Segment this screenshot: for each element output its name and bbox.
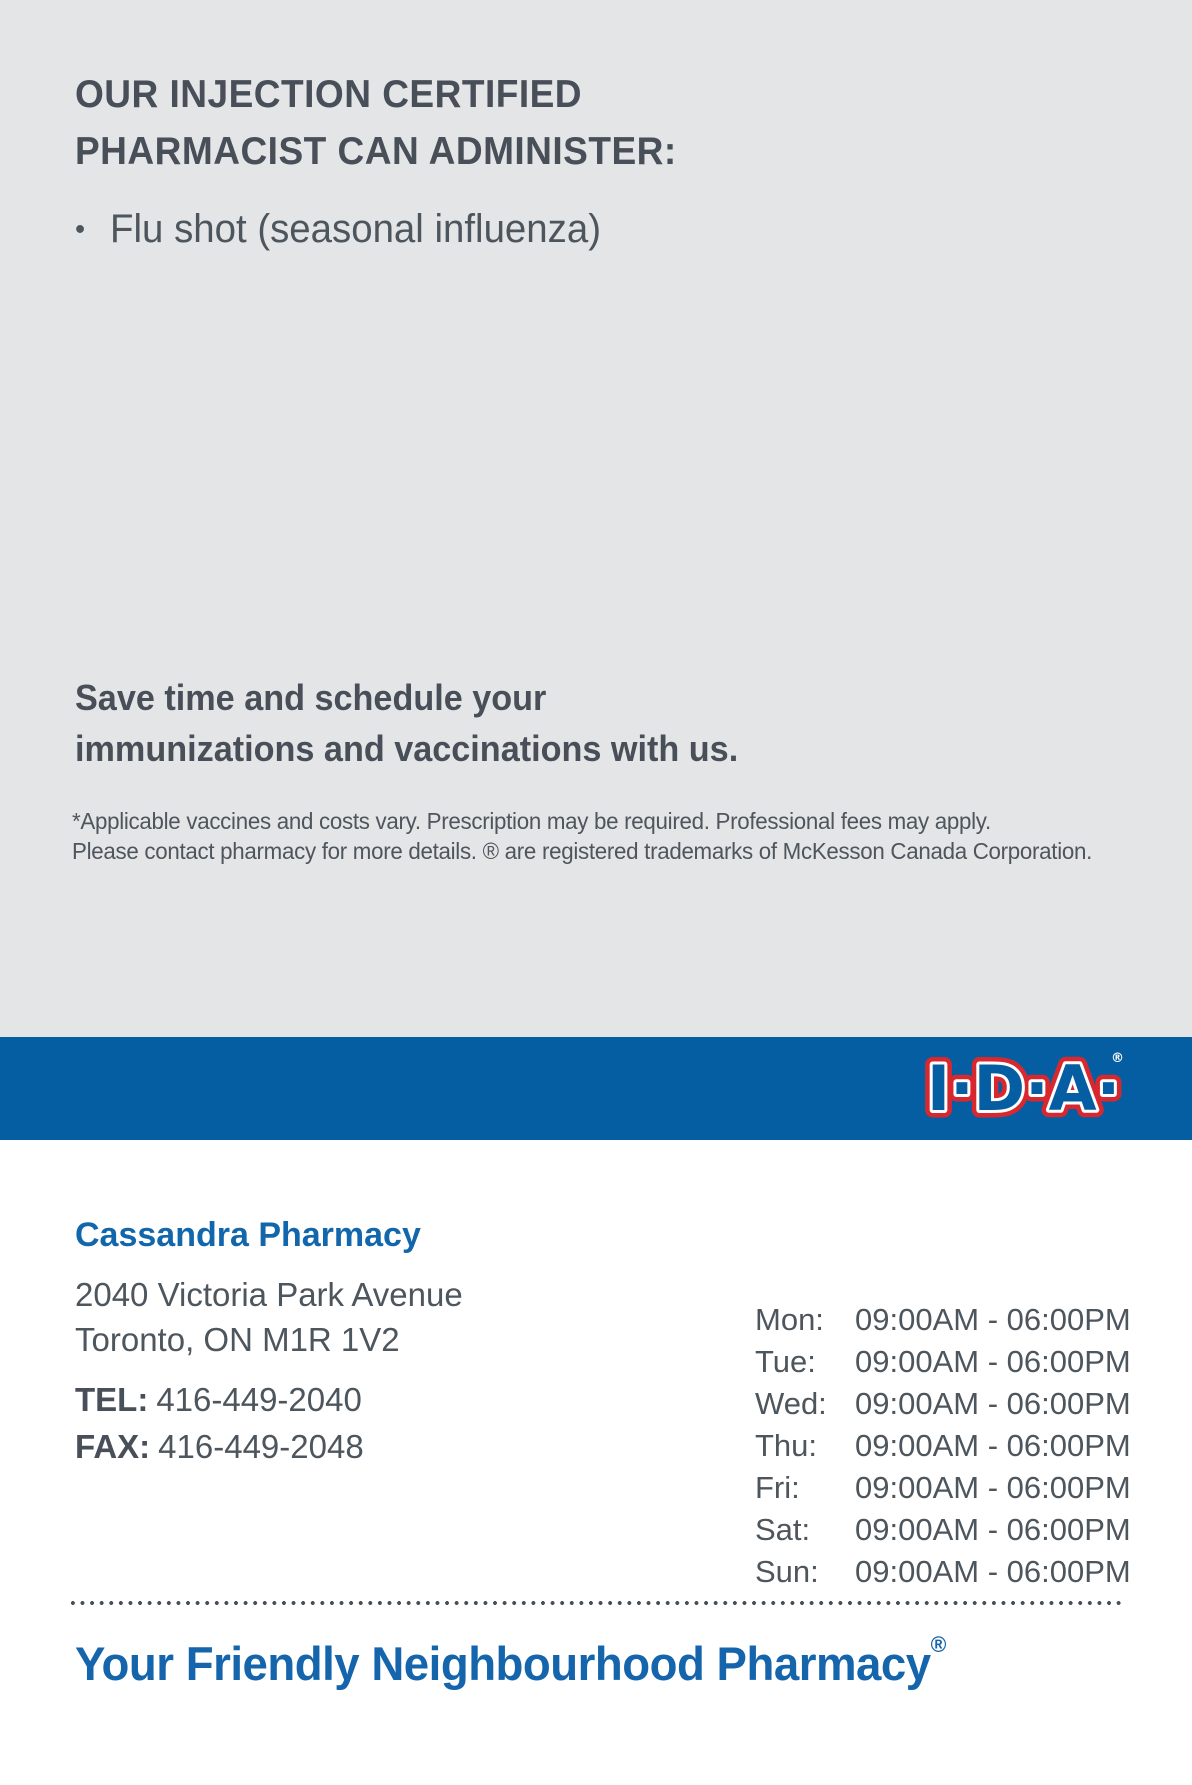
service-label: Flu shot (seasonal influenza) [110, 207, 601, 251]
pharmacy-address: 2040 Victoria Park Avenue Toronto, ON M1… [75, 1272, 463, 1362]
promo-heading: OUR INJECTION CERTIFIED PHARMACIST CAN A… [75, 66, 677, 180]
brand-band: I·D·A· I·D·A· I·D·A· ® [0, 1037, 1192, 1140]
promo-heading-line1: OUR INJECTION CERTIFIED [75, 73, 583, 116]
tagline: Your Friendly Neighbourhood Pharmacy® [75, 1632, 946, 1691]
hours-day: Tue: [755, 1344, 816, 1379]
hours-time: 09:00AM - 06:00PM [855, 1554, 1131, 1589]
dotted-divider [70, 1600, 1122, 1606]
hours-row: Fri: 09:00AM - 06:00PM [755, 1467, 1131, 1509]
hours-day: Thu: [755, 1428, 818, 1463]
tel-number: 416-449-2040 [156, 1381, 362, 1418]
hours-day: Wed: [755, 1386, 827, 1421]
ida-logo-outline-red: I·D·A· [927, 1052, 1120, 1125]
hours-time: 09:00AM - 06:00PM [855, 1302, 1131, 1337]
ida-logo-text: I·D·A· [927, 1052, 1120, 1125]
hours-day: Sun: [755, 1554, 819, 1589]
tagline-registered-mark: ® [930, 1632, 947, 1657]
hours-row: Sat: 09:00AM - 06:00PM [755, 1509, 1131, 1551]
address-line1: 2040 Victoria Park Avenue [75, 1276, 463, 1313]
fax-label: FAX: [75, 1428, 151, 1465]
promo-subheading-line1: Save time and schedule your [75, 677, 547, 718]
tagline-text: Your Friendly Neighbourhood Pharmacy [75, 1637, 931, 1690]
hours-row: Thu: 09:00AM - 06:00PM [755, 1425, 1131, 1467]
bullet-icon: • [75, 212, 86, 246]
fax-number: 416-449-2048 [158, 1428, 364, 1465]
hours-time: 09:00AM - 06:00PM [855, 1386, 1131, 1421]
pharmacy-contact: TEL: 416-449-2040 FAX: 416-449-2048 [75, 1376, 364, 1470]
fax-row: FAX: 416-449-2048 [75, 1423, 364, 1470]
service-list-item: • Flu shot (seasonal influenza) [75, 207, 601, 252]
hours-row: Wed: 09:00AM - 06:00PM [755, 1383, 1131, 1425]
promo-heading-line2: PHARMACIST CAN ADMINISTER: [75, 130, 677, 173]
pharmacy-info-section: Cassandra Pharmacy 2040 Victoria Park Av… [0, 1140, 1192, 1785]
hours-table: Mon: 09:00AM - 06:00PM Tue: 09:00AM - 06:0… [755, 1299, 1131, 1593]
hours-time: 09:00AM - 06:00PM [855, 1344, 1131, 1379]
ida-logo-registered-mark: ® [1111, 1051, 1124, 1066]
hours-row: Sun: 09:00AM - 06:00PM [755, 1551, 1131, 1593]
promo-subheading: Save time and schedule your immunization… [75, 672, 738, 774]
hours-time: 09:00AM - 06:00PM [855, 1512, 1131, 1547]
ida-logo: I·D·A· I·D·A· I·D·A· ® [923, 1045, 1125, 1133]
hours-day: Fri: [755, 1470, 800, 1505]
hours-row: Tue: 09:00AM - 06:00PM [755, 1341, 1131, 1383]
address-line2: Toronto, ON M1R 1V2 [75, 1321, 400, 1358]
tel-label: TEL: [75, 1381, 149, 1418]
hours-day: Mon: [755, 1302, 824, 1337]
disclaimer-line1: *Applicable vaccines and costs vary. Pre… [72, 808, 991, 834]
hours-time: 09:00AM - 06:00PM [855, 1470, 1131, 1505]
ida-logo-outline-white: I·D·A· [927, 1052, 1120, 1125]
disclaimer-line2: Please contact pharmacy for more details… [72, 838, 1093, 864]
hours-day: Sat: [755, 1512, 811, 1547]
promo-subheading-line2: immunizations and vaccinations with us. [75, 728, 739, 769]
disclaimer: *Applicable vaccines and costs vary. Pre… [72, 806, 1092, 866]
hours-row: Mon: 09:00AM - 06:00PM [755, 1299, 1131, 1341]
hours-time: 09:00AM - 06:00PM [855, 1428, 1131, 1463]
tel-row: TEL: 416-449-2040 [75, 1376, 364, 1423]
promo-section: OUR INJECTION CERTIFIED PHARMACIST CAN A… [0, 0, 1192, 1037]
pharmacy-name: Cassandra Pharmacy [75, 1216, 421, 1254]
